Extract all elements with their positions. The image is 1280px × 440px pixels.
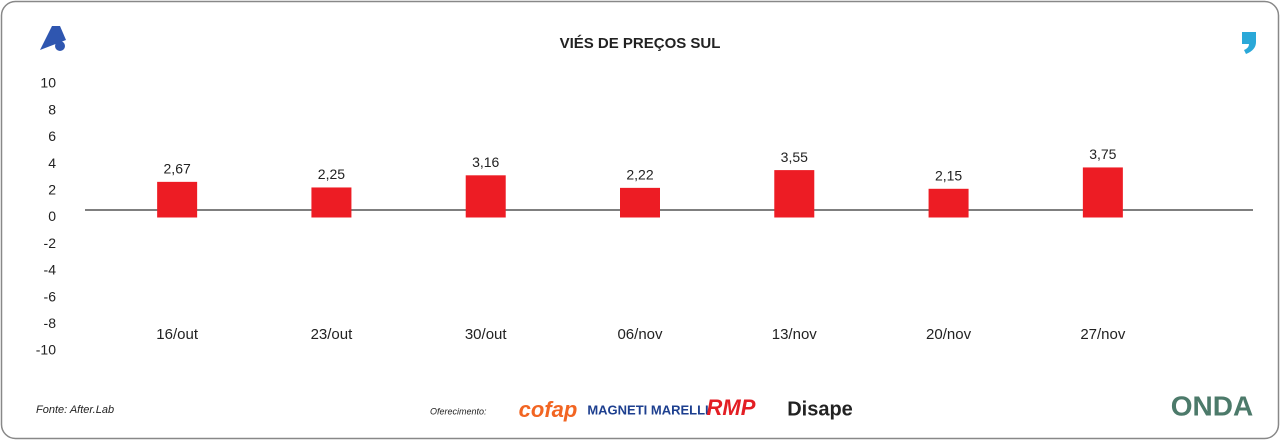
x-tick-label: 23/out	[311, 326, 354, 343]
x-tick-label: 30/out	[465, 326, 508, 343]
data-label: 2,67	[164, 161, 191, 177]
sponsor-label: Oferecimento:	[430, 406, 487, 416]
bar	[620, 187, 660, 218]
logo-a	[40, 26, 66, 51]
y-tick-label: -8	[44, 315, 57, 331]
bar	[774, 170, 815, 218]
sponsor-logo: RMP	[707, 395, 756, 420]
y-tick-label: 10	[40, 75, 56, 91]
y-tick-label: -4	[44, 262, 57, 278]
x-tick-label: 06/nov	[617, 326, 663, 343]
sponsor-logo: cofap	[519, 397, 578, 422]
data-label: 3,75	[1089, 146, 1116, 162]
x-tick-label: 16/out	[156, 326, 199, 343]
y-tick-label: -2	[44, 235, 57, 251]
y-tick-label: -10	[36, 342, 56, 358]
bar	[465, 175, 506, 218]
brand-logo: ONDA	[1171, 390, 1253, 421]
bar	[157, 181, 198, 218]
bar	[311, 187, 352, 218]
y-tick-label: 2	[48, 182, 56, 198]
x-tick-label: 27/nov	[1080, 326, 1126, 343]
data-label: 3,55	[781, 149, 808, 165]
bar	[928, 188, 969, 218]
logo-comma	[1242, 32, 1256, 54]
chart-title: VIÉS DE PREÇOS SUL	[560, 35, 721, 52]
data-label: 2,22	[626, 167, 653, 183]
y-tick-label: 8	[48, 101, 56, 117]
x-tick-label: 13/nov	[772, 326, 818, 343]
source: Fonte: After.Lab	[36, 404, 114, 416]
sponsor-logo: Disape	[787, 398, 853, 420]
sponsor-logo: MAGNETI MARELLI	[587, 402, 708, 417]
data-label: 3,16	[472, 154, 499, 170]
y-tick-label: -6	[44, 288, 57, 304]
data-label: 2,25	[318, 166, 345, 182]
data-label: 2,15	[935, 168, 962, 184]
x-tick-label: 20/nov	[926, 326, 972, 343]
y-tick-label: 0	[48, 208, 56, 224]
y-tick-label: 6	[48, 128, 56, 144]
y-tick-label: 4	[48, 155, 56, 171]
bar	[1082, 167, 1123, 218]
